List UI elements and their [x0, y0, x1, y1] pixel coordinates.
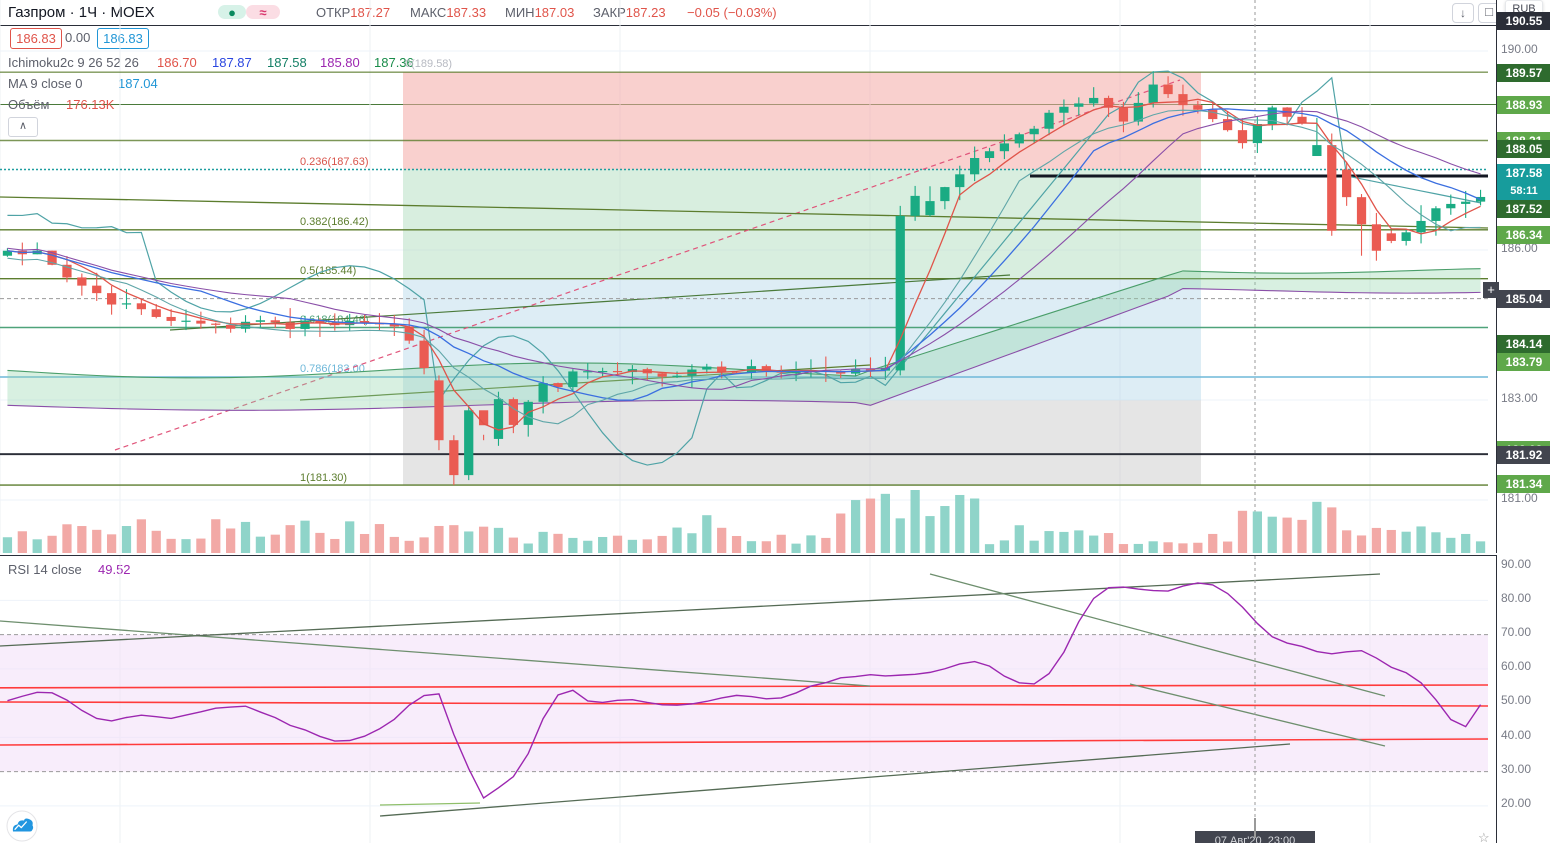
svg-text:1(181.30): 1(181.30) — [300, 472, 347, 484]
svg-text:0.382(186.42): 0.382(186.42) — [300, 216, 369, 228]
svg-text:0.236(187.63): 0.236(187.63) — [300, 156, 369, 168]
svg-text:0.5(185.44): 0.5(185.44) — [300, 265, 356, 277]
